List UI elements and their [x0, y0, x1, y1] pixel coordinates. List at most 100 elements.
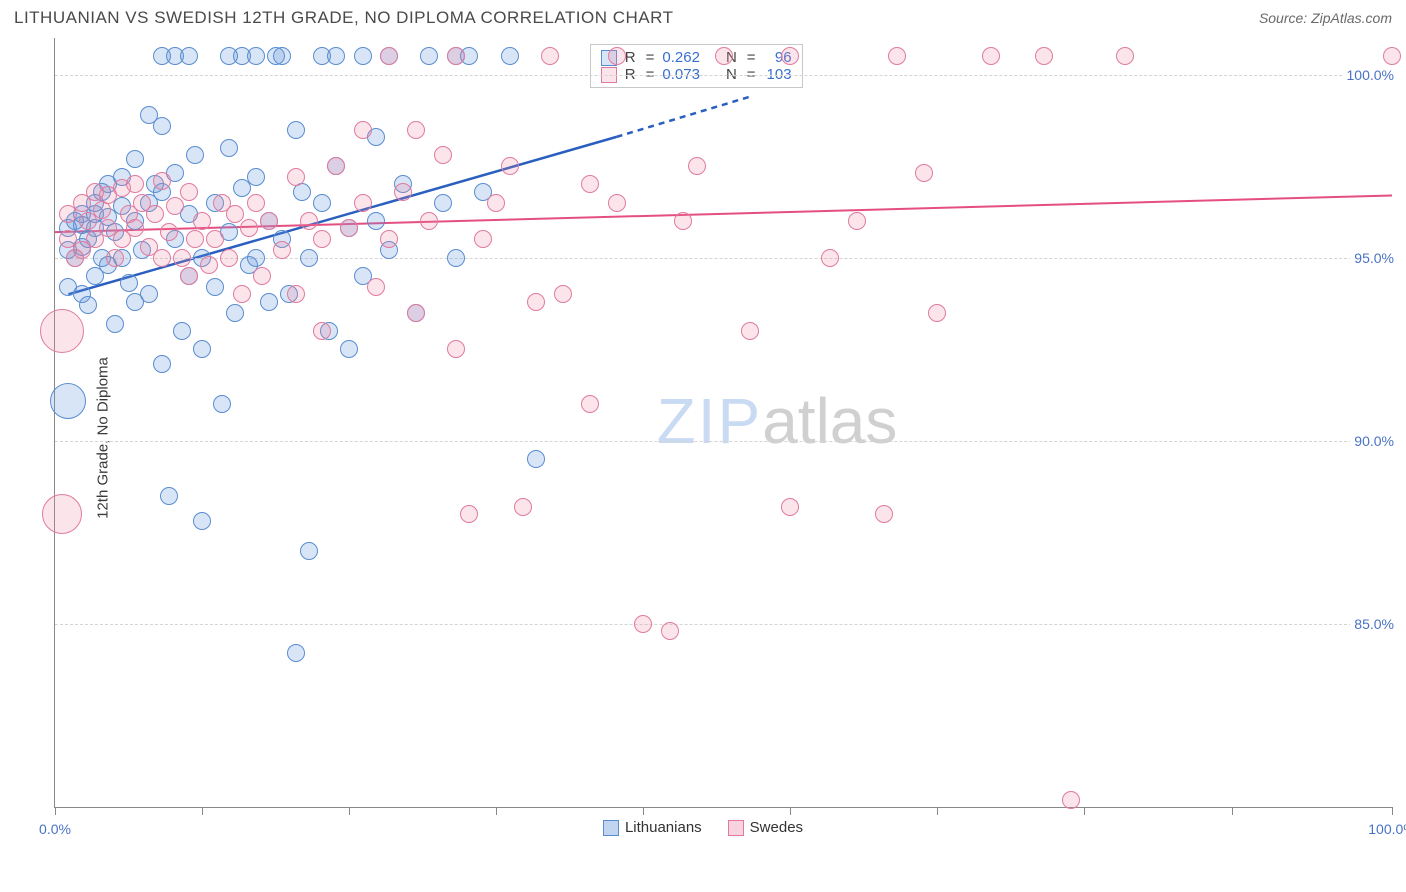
data-point — [581, 175, 599, 193]
legend-label: Lithuanians — [625, 819, 702, 836]
data-point — [367, 278, 385, 296]
data-point — [407, 121, 425, 139]
x-tick — [937, 807, 938, 815]
data-point — [460, 505, 478, 523]
data-point — [247, 47, 265, 65]
data-point — [153, 117, 171, 135]
data-point — [226, 205, 244, 223]
data-point — [313, 322, 331, 340]
data-point — [447, 47, 465, 65]
data-point — [200, 256, 218, 274]
data-point — [354, 194, 372, 212]
data-point — [447, 340, 465, 358]
data-point — [273, 241, 291, 259]
data-point — [173, 322, 191, 340]
data-point — [186, 230, 204, 248]
data-point — [42, 494, 82, 534]
data-point — [875, 505, 893, 523]
grid-line — [55, 441, 1392, 442]
data-point — [206, 230, 224, 248]
data-point — [233, 285, 251, 303]
data-point — [554, 285, 572, 303]
data-point — [1116, 47, 1134, 65]
r-value: 0.262 — [662, 49, 700, 66]
y-tick-label: 90.0% — [1350, 433, 1394, 449]
data-point — [260, 293, 278, 311]
data-point — [166, 197, 184, 215]
data-point — [313, 230, 331, 248]
data-point — [541, 47, 559, 65]
data-point — [287, 168, 305, 186]
data-point — [487, 194, 505, 212]
data-point — [634, 615, 652, 633]
data-point — [888, 47, 906, 65]
legend-swatch — [603, 820, 619, 836]
data-point — [420, 47, 438, 65]
y-tick-label: 100.0% — [1343, 67, 1394, 83]
data-point — [50, 383, 86, 419]
data-point — [106, 249, 124, 267]
data-point — [1035, 47, 1053, 65]
legend-item: Swedes — [728, 819, 803, 836]
data-point — [380, 230, 398, 248]
data-point — [434, 146, 452, 164]
data-point — [126, 219, 144, 237]
data-point — [741, 322, 759, 340]
legend-stat-row: R = 0.262N = 96 — [601, 49, 792, 66]
data-point — [354, 121, 372, 139]
data-point — [220, 139, 238, 157]
data-point — [781, 47, 799, 65]
data-point — [447, 249, 465, 267]
grid-line — [55, 75, 1392, 76]
legend-item: Lithuanians — [603, 819, 702, 836]
data-point — [527, 450, 545, 468]
x-tick — [1084, 807, 1085, 815]
y-tick-label: 85.0% — [1350, 616, 1394, 632]
data-point — [247, 249, 265, 267]
data-point — [340, 219, 358, 237]
data-point — [527, 293, 545, 311]
data-point — [608, 194, 626, 212]
data-point — [153, 172, 171, 190]
data-point — [407, 304, 425, 322]
data-point — [928, 304, 946, 322]
data-point — [253, 267, 271, 285]
data-point — [287, 121, 305, 139]
data-point — [173, 249, 191, 267]
x-tick — [55, 807, 56, 815]
data-point — [661, 622, 679, 640]
legend-swatch — [728, 820, 744, 836]
data-point — [287, 644, 305, 662]
data-point — [501, 47, 519, 65]
x-tick — [349, 807, 350, 815]
data-point — [153, 249, 171, 267]
grid-line — [55, 624, 1392, 625]
data-point — [781, 498, 799, 516]
data-point — [193, 512, 211, 530]
x-tick — [1392, 807, 1393, 815]
data-point — [300, 249, 318, 267]
data-point — [848, 212, 866, 230]
series-legend: Lithuanians Swedes — [14, 819, 1392, 836]
y-tick-label: 95.0% — [1350, 250, 1394, 266]
data-point — [79, 296, 97, 314]
data-point — [313, 194, 331, 212]
legend-label: Swedes — [750, 819, 803, 836]
data-point — [300, 212, 318, 230]
data-point — [581, 395, 599, 413]
data-point — [206, 278, 224, 296]
x-tick — [496, 807, 497, 815]
data-point — [715, 47, 733, 65]
data-point — [247, 194, 265, 212]
data-point — [821, 249, 839, 267]
data-point — [180, 183, 198, 201]
data-point — [501, 157, 519, 175]
data-point — [420, 212, 438, 230]
data-point — [106, 315, 124, 333]
x-tick — [202, 807, 203, 815]
data-point — [327, 47, 345, 65]
data-point — [160, 223, 178, 241]
data-point — [240, 219, 258, 237]
data-point — [434, 194, 452, 212]
data-point — [354, 47, 372, 65]
